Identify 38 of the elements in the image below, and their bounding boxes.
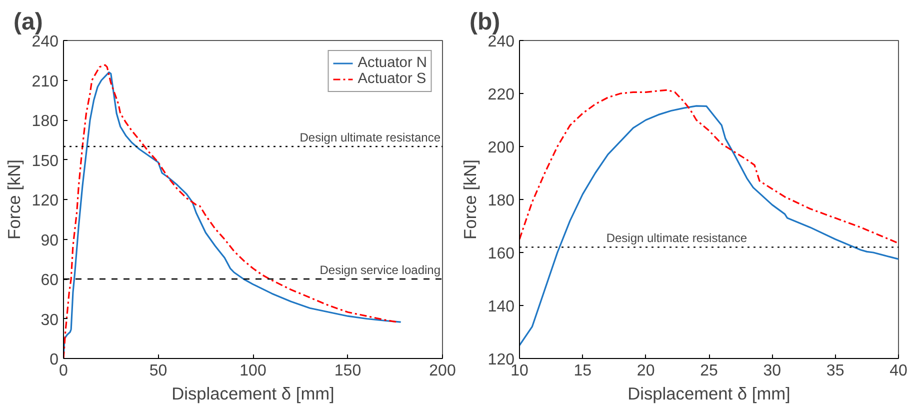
x-tick-label: 150	[334, 362, 362, 380]
y-tick-label: 150	[32, 152, 59, 170]
y-axis-title: Force [kN]	[460, 160, 480, 240]
ref-line-label: Design ultimate resistance	[300, 130, 441, 144]
chart-title: (a)	[14, 8, 43, 36]
legend-label: Actuator S	[358, 71, 426, 87]
x-tick-label: 50	[149, 362, 168, 380]
y-tick-label: 180	[32, 113, 59, 130]
x-tick-label: 40	[890, 362, 908, 380]
y-tick-label: 180	[488, 192, 515, 210]
line-series	[520, 89, 898, 244]
y-tick-label: 210	[32, 73, 59, 90]
y-tick-label: 220	[488, 86, 515, 104]
line-series	[520, 105, 898, 346]
y-tick-label: 160	[488, 246, 515, 262]
x-tick-label: 30	[763, 362, 782, 380]
y-tick-label: 140	[488, 298, 515, 316]
x-tick-label: 20	[636, 362, 655, 380]
legend-label: Actuator N	[358, 55, 427, 71]
y-tick-label: 60	[40, 272, 59, 289]
x-tick-label: 200	[429, 362, 456, 380]
y-tick-label: 240	[488, 34, 515, 50]
x-axis-title: Displacement δ [mm]	[628, 384, 790, 404]
y-tick-label: 0	[50, 352, 59, 368]
x-axis-title: Displacement δ [mm]	[172, 384, 334, 404]
y-tick-label: 30	[40, 312, 59, 329]
x-tick-label: 25	[700, 362, 718, 380]
chart-title: (b)	[470, 8, 500, 36]
y-tick-label: 90	[40, 232, 59, 250]
x-tick-label: 35	[826, 362, 844, 380]
y-tick-label: 120	[32, 192, 59, 210]
x-tick-label: 100	[240, 362, 266, 380]
x-tick-label: 15	[574, 362, 592, 380]
y-tick-label: 200	[488, 140, 515, 156]
ref-line-label: Design ultimate resistance	[606, 231, 748, 246]
ref-line-label: Design service loading	[320, 263, 440, 277]
y-axis-title: Force [kN]	[4, 160, 24, 240]
y-tick-label: 240	[32, 34, 59, 50]
